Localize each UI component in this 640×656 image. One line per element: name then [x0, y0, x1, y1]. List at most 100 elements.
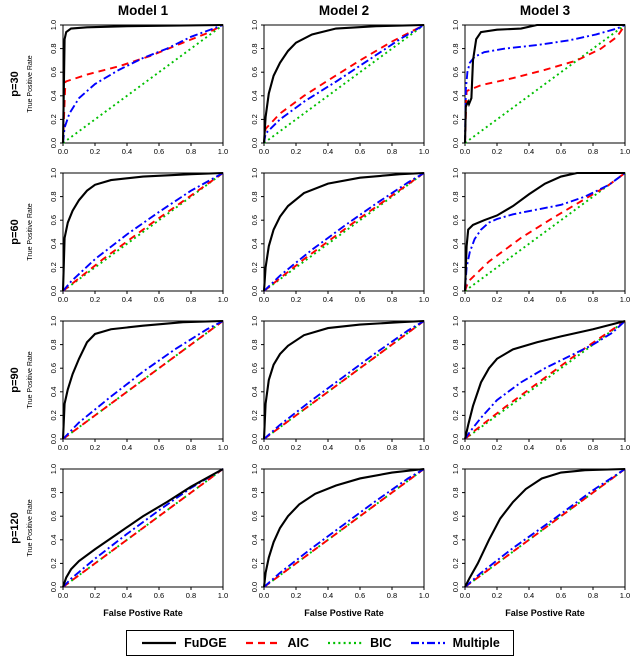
x-tick-label: 0.0	[259, 591, 269, 600]
y-tick-label: 0.4	[49, 239, 58, 249]
y-tick-label: 0.2	[49, 114, 58, 124]
x-tick-label: 0.2	[90, 591, 100, 600]
roc-panel-r3-c3: 0.0 0.0 0.2 0.2 0.4 0.4 0.6 0.6 0.8 0.8 1.0 1.0	[438, 316, 630, 464]
x-tick-label: 1.0	[218, 443, 228, 452]
y-tick-label: 0.2	[250, 262, 259, 272]
legend-item-bic: BIC	[326, 636, 392, 650]
y-tick-label: 0.0	[451, 434, 460, 444]
x-tick-label: 1.0	[218, 147, 228, 156]
y-tick-label: 0.6	[451, 363, 460, 373]
roc-panel-r3-c2: 0.0 0.0 0.2 0.2 0.4 0.4 0.6 0.6 0.8 0.8 1.0 1.0	[237, 316, 429, 464]
x-tick-label: 1.0	[620, 443, 630, 452]
aic-curve	[62, 320, 224, 440]
fudge-curve	[262, 171, 425, 292]
roc-row-p30: 0.0 0.0 0.2 0.2 0.4 0.4 0.6 0.6 0.8 0.8 1.0 1.0 p=30…	[0, 20, 640, 168]
y-tick-label: 0.4	[250, 239, 259, 249]
x-tick-label: 1.0	[419, 443, 429, 452]
y-tick-label: 0.8	[451, 43, 460, 53]
x-tick-label: 0.0	[259, 295, 269, 304]
y-tick-label: 0.8	[250, 339, 259, 349]
y-axis-label: True Positive Rate	[27, 55, 34, 112]
roc-panel-r3-c1: 0.0 0.0 0.2 0.2 0.4 0.4 0.6 0.6 0.8 0.8 1.0 1.0 p=90…	[6, 316, 228, 464]
plot-box	[464, 172, 626, 292]
roc-grid: 0.0 0.0 0.2 0.2 0.4 0.4 0.6 0.6 0.8 0.8 1.0 1.0 p=30…	[0, 20, 640, 627]
y-tick-label: 0.0	[451, 286, 460, 296]
roc-plot: 0.00.0 0.2 0.2 0.4 0.4 0.6 0.6 0.8 0.8 1.0 1.0	[250, 168, 429, 304]
multiple-curve	[464, 172, 626, 292]
roc-panel-r4-c3: 0.0 0.0 0.2 0.2 0.4 0.4 0.6 0.6 0.8 0.8 1.0 1.0 Fals…	[438, 464, 630, 627]
fudge-curve	[463, 319, 626, 440]
x-tick-label: 0.4	[122, 443, 132, 452]
aic-curve	[464, 320, 626, 440]
aic-curve	[263, 320, 425, 440]
y-tick-label: 0.4	[451, 535, 460, 545]
x-tick-label: 1.0	[419, 147, 429, 156]
x-tick-label: 0.4	[524, 147, 534, 156]
x-tick-label: 0.8	[186, 295, 196, 304]
x-tick-label: 0.6	[154, 295, 164, 304]
x-tick-label: 0.6	[556, 591, 566, 600]
plot-box	[263, 172, 425, 292]
legend: FuDGE AIC BIC Multiple	[126, 630, 514, 656]
y-tick-label: 1.0	[250, 168, 259, 178]
x-tick-label: 0.0	[460, 295, 470, 304]
y-tick-label: 0.4	[49, 91, 58, 101]
multiple-curve	[62, 320, 224, 440]
fudge-curve	[463, 171, 625, 292]
x-tick-label: 0.4	[323, 295, 333, 304]
x-tick-label: 0.0	[58, 295, 68, 304]
x-tick-label: 0.6	[556, 443, 566, 452]
x-tick-label: 0.6	[355, 443, 365, 452]
bic-curve	[464, 320, 626, 440]
roc-plot: 0.00.0 0.2 0.2 0.4 0.4 0.6 0.6 0.8 0.8 1.0 1.0 p=90…	[9, 316, 228, 452]
x-tick-label: 0.0	[58, 443, 68, 452]
y-tick-label: 0.6	[49, 67, 58, 77]
roc-panel-r1-c3: 0.0 0.0 0.2 0.2 0.4 0.4 0.6 0.6 0.8 0.8 1.0 1.0	[438, 20, 630, 168]
y-tick-label: 0.0	[451, 138, 460, 148]
x-tick-label: 1.0	[620, 147, 630, 156]
x-axis-label: False Postive Rate	[304, 608, 384, 618]
x-tick-label: 1.0	[419, 591, 429, 600]
plot-box	[263, 320, 425, 440]
plot-box	[464, 320, 626, 440]
legend-item-aic: AIC	[244, 636, 309, 650]
legend-item-multiple: Multiple	[409, 636, 500, 650]
x-tick-label: 0.4	[323, 443, 333, 452]
column-titles: Model 1 Model 2 Model 3	[0, 2, 640, 20]
y-tick-label: 0.0	[451, 582, 460, 592]
x-tick-label: 1.0	[419, 295, 429, 304]
x-tick-label: 0.4	[122, 295, 132, 304]
y-tick-label: 0.2	[451, 410, 460, 420]
x-tick-label: 0.8	[387, 147, 397, 156]
plot-box	[263, 24, 425, 144]
aic-curve	[263, 24, 425, 144]
x-tick-label: 0.0	[58, 591, 68, 600]
x-tick-label: 0.2	[492, 591, 502, 600]
col-title-model-3: Model 3	[519, 3, 571, 18]
roc-plot: 0.00.0 0.2 0.2 0.4 0.4 0.6 0.6 0.8 0.8 1.0 1.0 Fals…	[250, 464, 429, 618]
y-tick-label: 1.0	[451, 316, 460, 326]
x-tick-label: 0.2	[90, 295, 100, 304]
y-tick-label: 1.0	[49, 20, 58, 30]
aic-curve	[464, 468, 626, 588]
x-tick-label: 0.2	[291, 591, 301, 600]
y-tick-label: 0.6	[451, 215, 460, 225]
x-tick-label: 0.4	[323, 147, 333, 156]
bic-line-sample-icon	[328, 641, 363, 645]
x-tick-label: 0.8	[186, 591, 196, 600]
bic-curve	[263, 24, 425, 144]
aic-curve	[62, 172, 224, 292]
y-tick-label: 0.2	[451, 114, 460, 124]
y-tick-label: 0.4	[49, 535, 58, 545]
fudge-curve	[62, 468, 224, 588]
x-tick-label: 0.8	[588, 443, 598, 452]
y-tick-label: 0.6	[250, 67, 259, 77]
roc-plot: 0.00.0 0.2 0.2 0.4 0.4 0.6 0.6 0.8 0.8 1.0 1.0 p=30…	[9, 20, 228, 156]
y-tick-label: 0.2	[250, 114, 259, 124]
roc-plot: 0.00.0 0.2 0.2 0.4 0.4 0.6 0.6 0.8 0.8 1.0 1.0 p=60…	[9, 168, 228, 304]
fudge-line-sample-icon	[142, 641, 177, 645]
aic-line-sample-icon	[245, 641, 280, 645]
x-tick-label: 0.2	[90, 443, 100, 452]
y-tick-label: 1.0	[49, 168, 58, 178]
